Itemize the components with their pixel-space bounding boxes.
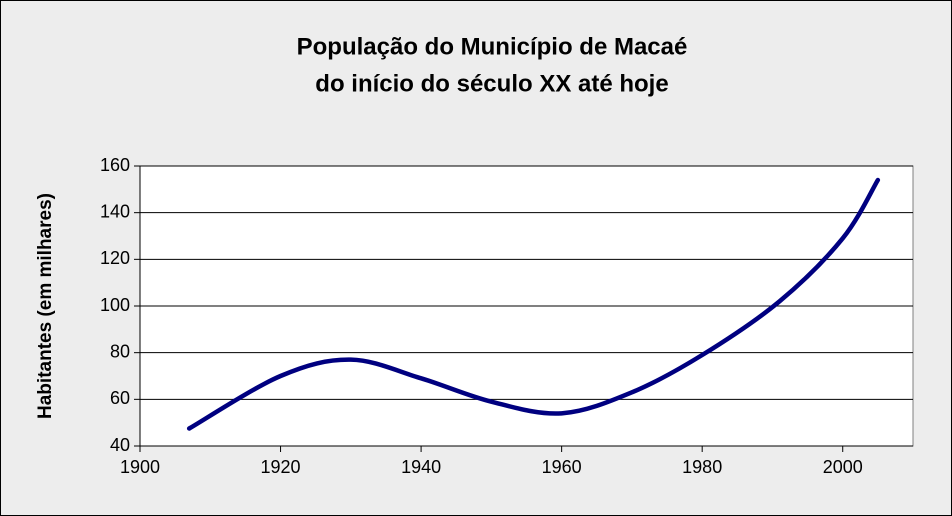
y-tick-label: 160: [100, 155, 130, 175]
x-tick-label: 1900: [120, 457, 160, 477]
y-tick-label: 100: [100, 295, 130, 315]
x-tick-label: 1980: [682, 457, 722, 477]
y-axis-label: Habitantes (em milhares): [35, 193, 56, 419]
y-tick-label: 140: [100, 201, 130, 221]
x-tick-label: 1960: [542, 457, 582, 477]
data-line: [186, 177, 881, 431]
y-tick-label: 80: [110, 341, 130, 361]
y-tick-label: 40: [110, 435, 130, 455]
chart-title: do início do século XX até hoje: [315, 70, 668, 97]
chart-title: População do Município de Macaé: [297, 33, 688, 60]
x-tick-label: 1940: [401, 457, 441, 477]
y-tick-label: 120: [100, 248, 130, 268]
x-tick-label: 2000: [823, 457, 863, 477]
x-tick-label: 1920: [261, 457, 301, 477]
y-tick-label: 60: [110, 388, 130, 408]
